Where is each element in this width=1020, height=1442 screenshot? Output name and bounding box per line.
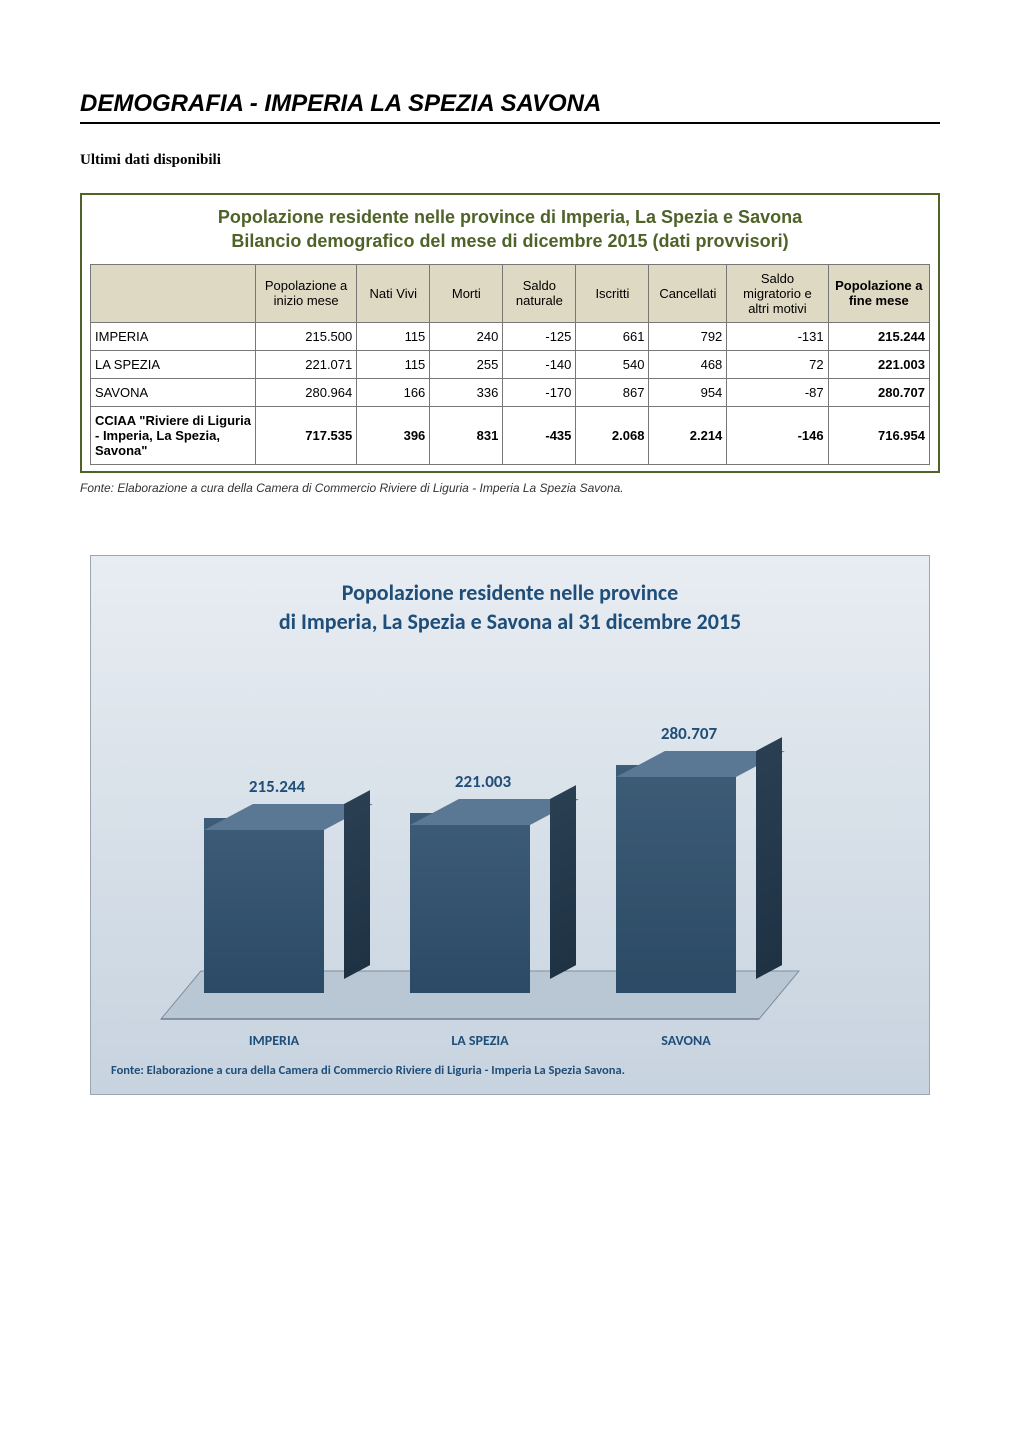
table-source: Fonte: Elaborazione a cura della Camera …	[80, 481, 940, 495]
table-row: LA SPEZIA 221.071 115 255 -140 540 468 7…	[91, 350, 930, 378]
cell: -87	[727, 378, 828, 406]
bar-side-face	[756, 737, 782, 979]
cell: 221.071	[255, 350, 356, 378]
cell: 717.535	[255, 406, 356, 464]
row-label-total: CCIAA "Riviere di Liguria - Imperia, La …	[91, 406, 256, 464]
row-label: LA SPEZIA	[91, 350, 256, 378]
col-header-morti: Morti	[430, 264, 503, 322]
bar-imperia: 215.244	[204, 818, 344, 993]
cell: 867	[576, 378, 649, 406]
cell: 468	[649, 350, 727, 378]
cell: 336	[430, 378, 503, 406]
chart-title: Popolazione residente nelle province di …	[111, 578, 909, 637]
col-header-saldo-migr: Saldo migratorio e altri motivi	[727, 264, 828, 322]
col-header-pop-end: Popolazione a fine mese	[828, 264, 929, 322]
cell: 215.500	[255, 322, 356, 350]
bar-savona: 280.707	[616, 765, 756, 993]
chart-bars: 215.244 221.003 280.707	[171, 705, 789, 993]
chart-source: Fonte: Elaborazione a cura della Camera …	[111, 1063, 909, 1078]
cell: 215.244	[828, 322, 929, 350]
page-subtitle: Ultimi dati disponibili	[80, 152, 940, 169]
cell: 792	[649, 322, 727, 350]
cell: -140	[503, 350, 576, 378]
chart-title-line2: di Imperia, La Spezia e Savona al 31 dic…	[279, 608, 741, 635]
cell: -146	[727, 406, 828, 464]
cell: 831	[430, 406, 503, 464]
cell: 716.954	[828, 406, 929, 464]
col-header-saldo-nat: Saldo naturale	[503, 264, 576, 322]
table-header-row: Popolazione a inizio mese Nati Vivi Mort…	[91, 264, 930, 322]
table-title: Popolazione residente nelle province di …	[90, 205, 930, 254]
cell: 2.214	[649, 406, 727, 464]
row-label: IMPERIA	[91, 322, 256, 350]
x-label: IMPERIA	[204, 1032, 344, 1049]
cell: 661	[576, 322, 649, 350]
table-row-total: CCIAA "Riviere di Liguria - Imperia, La …	[91, 406, 930, 464]
cell: -131	[727, 322, 828, 350]
cell: 540	[576, 350, 649, 378]
cell: 72	[727, 350, 828, 378]
cell: 954	[649, 378, 727, 406]
table-row: IMPERIA 215.500 115 240 -125 661 792 -13…	[91, 322, 930, 350]
chart-area: 215.244 221.003 280.707 IMPERIA LA SPEZI…	[111, 665, 909, 1045]
cell: 115	[357, 322, 430, 350]
cell: 166	[357, 378, 430, 406]
table-title-line1: Popolazione residente nelle province di …	[218, 207, 802, 227]
bar-value-label: 215.244	[204, 776, 350, 797]
bar-front-face	[616, 765, 736, 993]
bar-laspezia: 221.003	[410, 813, 550, 993]
table-title-line2: Bilancio demografico del mese di dicembr…	[231, 231, 788, 251]
bar-front-face	[204, 818, 324, 993]
col-header-cancellati: Cancellati	[649, 264, 727, 322]
cell: 280.964	[255, 378, 356, 406]
cell: 115	[357, 350, 430, 378]
col-header-nati: Nati Vivi	[357, 264, 430, 322]
bar-value-label: 280.707	[616, 723, 762, 744]
demographics-table: Popolazione a inizio mese Nati Vivi Mort…	[90, 264, 930, 465]
cell: -435	[503, 406, 576, 464]
bar-value-label: 221.003	[410, 771, 556, 792]
cell: 396	[357, 406, 430, 464]
page-title: DEMOGRAFIA - IMPERIA LA SPEZIA SAVONA	[80, 90, 940, 124]
table-row: SAVONA 280.964 166 336 -170 867 954 -87 …	[91, 378, 930, 406]
row-label: SAVONA	[91, 378, 256, 406]
bar-front-face	[410, 813, 530, 993]
cell: -170	[503, 378, 576, 406]
cell: -125	[503, 322, 576, 350]
col-header-iscritti: Iscritti	[576, 264, 649, 322]
demographics-table-container: Popolazione residente nelle province di …	[80, 193, 940, 473]
cell: 221.003	[828, 350, 929, 378]
bar-side-face	[344, 790, 370, 979]
x-label: SAVONA	[616, 1032, 756, 1049]
bar-side-face	[550, 785, 576, 979]
chart-title-line1: Popolazione residente nelle province	[342, 579, 678, 606]
cell: 255	[430, 350, 503, 378]
col-header-blank	[91, 264, 256, 322]
cell: 280.707	[828, 378, 929, 406]
cell: 240	[430, 322, 503, 350]
chart-x-axis-labels: IMPERIA LA SPEZIA SAVONA	[171, 1032, 789, 1049]
col-header-pop-start: Popolazione a inizio mese	[255, 264, 356, 322]
cell: 2.068	[576, 406, 649, 464]
x-label: LA SPEZIA	[410, 1032, 550, 1049]
population-chart-panel: Popolazione residente nelle province di …	[90, 555, 930, 1095]
